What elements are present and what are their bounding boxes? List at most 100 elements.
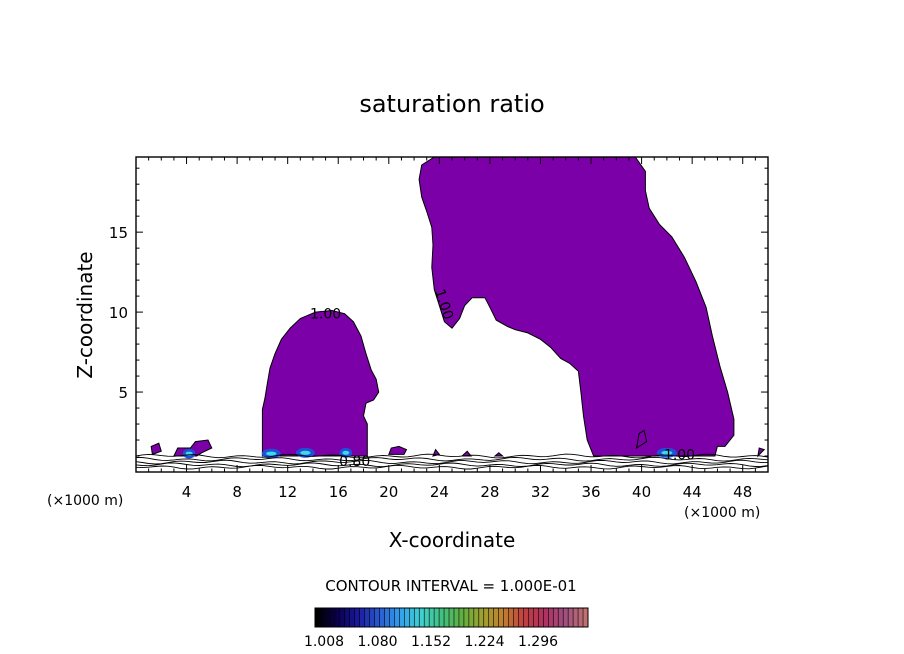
colorbar-swatch (354, 608, 360, 627)
x-tick-label: 32 (531, 483, 550, 501)
colorbar-swatch (374, 608, 380, 627)
colorbar-tick-label: 1.080 (357, 634, 397, 650)
colorbar-swatch (389, 608, 395, 627)
region-plume (418, 156, 735, 457)
colorbar-swatch (339, 608, 345, 627)
colorbar-swatch (528, 608, 534, 627)
region-tower (261, 309, 380, 457)
contour-label: 1.00 (310, 307, 341, 323)
colorbar-swatch (329, 608, 335, 627)
y-tick-label: 10 (109, 304, 128, 322)
colorbar-swatch (473, 608, 479, 627)
colorbar-swatch (583, 608, 588, 627)
colorbar-swatch (488, 608, 494, 627)
x-unit-label-right: (×1000 m) (684, 505, 760, 521)
colorbar-swatch (453, 608, 459, 627)
colorbar (314, 608, 588, 627)
region-blob7 (635, 429, 648, 450)
colorbar-swatch (369, 608, 375, 627)
colorbar-swatch (429, 608, 435, 627)
x-tick-label: 28 (480, 483, 499, 501)
y-tick-label: 15 (109, 224, 128, 242)
x-tick-label: 44 (683, 483, 702, 501)
x-tick-label: 16 (329, 483, 348, 501)
colorbar-swatch (399, 608, 405, 627)
surface-contours (135, 453, 769, 470)
colorbar-swatch (553, 608, 559, 627)
colorbar-swatch (478, 608, 484, 627)
x-tick-label: 20 (379, 483, 398, 501)
cloud-patch-inner (661, 450, 673, 455)
x-tick-label: 48 (733, 483, 752, 501)
cloud-patch-inner (342, 450, 350, 455)
surface-contour-line (135, 462, 769, 468)
x-tick-label: 4 (182, 483, 192, 501)
x-axis-label: X-coordinate (389, 528, 516, 552)
colorbar-swatch (379, 608, 385, 627)
colorbar-tick-label: 1.152 (411, 634, 451, 650)
colorbar-tick-labels: 1.008 1.080 1.152 1.224 1.296 (304, 634, 558, 650)
colorbar-swatch (324, 608, 330, 627)
colorbar-swatch (493, 608, 499, 627)
colorbar-swatch (578, 608, 584, 627)
region-blob8 (757, 447, 766, 458)
colorbar-frame (314, 607, 589, 628)
surface-contour-line (135, 453, 769, 459)
colorbar-tick-label: 1.296 (518, 634, 558, 650)
colorbar-swatch (568, 608, 574, 627)
colorbar-swatch (409, 608, 415, 627)
colorbar-swatch (424, 608, 430, 627)
colorbar-swatch (543, 608, 549, 627)
surface-contour-line (136, 456, 769, 462)
colorbar-swatch (458, 608, 464, 627)
y-axis-label: Z-coordinate (73, 251, 97, 378)
x-tick-label: 36 (581, 483, 600, 501)
colorbar-swatch (558, 608, 564, 627)
colorbar-swatch (573, 608, 579, 627)
colorbar-swatch (419, 608, 425, 627)
colorbar-swatch (414, 608, 420, 627)
colorbar-swatch (518, 608, 524, 627)
x-tick-label: 12 (278, 483, 297, 501)
colorbar-swatch (449, 608, 454, 627)
region-blob6 (493, 452, 504, 457)
supersaturated-regions (150, 156, 766, 458)
region-blob3 (388, 445, 408, 455)
colorbar-swatch (513, 608, 519, 627)
colorbar-swatch (563, 608, 569, 627)
colorbar-swatch (384, 608, 390, 627)
surface-contour-line (135, 459, 768, 465)
colorbar-swatch (498, 608, 504, 627)
colorbar-swatch (315, 608, 320, 627)
contour-interval-text: CONTOUR INTERVAL = 1.000E-01 (325, 577, 576, 595)
colorbar-swatch (319, 608, 325, 627)
x-tick-label: 40 (632, 483, 651, 501)
colorbar-swatch (349, 608, 355, 627)
colorbar-tick-label: 1.224 (464, 634, 504, 650)
colorbar-swatch (394, 608, 400, 627)
colorbar-swatch (444, 608, 450, 627)
colorbar-swatch (503, 608, 509, 627)
region-blob5 (460, 450, 473, 457)
x-tick-label: 24 (430, 483, 449, 501)
colorbar-swatch (344, 608, 350, 627)
cloud-patch-inner (300, 450, 311, 455)
colorbar-swatch (463, 608, 469, 627)
colorbar-tick-label: 1.008 (304, 634, 344, 650)
colorbar-swatch (468, 608, 474, 627)
colorbar-swatch (359, 608, 365, 627)
contour-label: 1.00 (664, 447, 695, 463)
colorbar-swatch (548, 608, 554, 627)
colorbar-swatch (538, 608, 544, 627)
region-blob1 (150, 442, 162, 456)
surface-contour-line (135, 464, 769, 470)
colorbar-swatch (439, 608, 445, 627)
colorbar-swatch (364, 608, 370, 627)
colorbar-swatch (334, 608, 340, 627)
x-tick-label: 8 (232, 483, 242, 501)
colorbar-swatch (508, 608, 514, 627)
cloud-patch-inner (266, 451, 277, 456)
colorbar-swatch (404, 608, 410, 627)
